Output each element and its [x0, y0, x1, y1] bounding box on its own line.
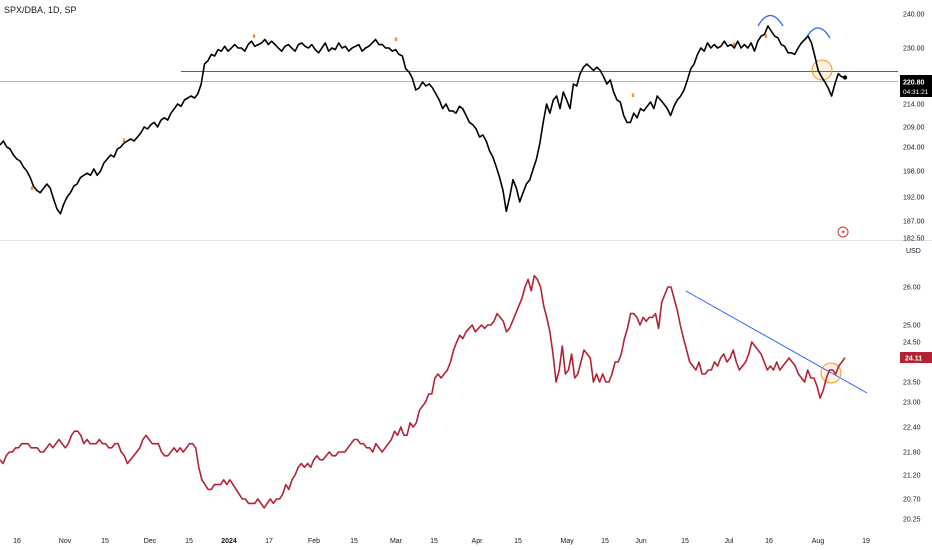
lower-series-line	[0, 274, 846, 509]
upper-countdown-text: 04:31:21	[903, 89, 929, 96]
x-axis-label: 15	[514, 538, 522, 545]
lower-axis-tick-label: 23.50	[903, 380, 921, 387]
upper-axis-tick-label: 214.00	[903, 102, 925, 109]
upper-axis-tick-label: 187.00	[903, 219, 925, 226]
x-axis-label: 19	[862, 538, 870, 545]
x-axis-label: 15	[101, 538, 109, 545]
lower-axis-tick-label: 21.80	[903, 450, 921, 457]
x-axis-label: Apr	[472, 538, 484, 545]
label-layer: 220.80 04:31:21 24.11	[900, 75, 932, 363]
x-axis-label: Jul	[725, 538, 734, 545]
event-marker	[631, 93, 635, 97]
head-arc	[757, 14, 784, 27]
x-axis-label: 15	[681, 538, 689, 545]
x-axis-label: 15	[185, 538, 193, 545]
x-axis-label: 16	[13, 538, 21, 545]
x-axis-label: Nov	[59, 538, 72, 545]
x-axis-label: Dec	[144, 538, 157, 545]
upper-axis-tick-label: 230.00	[903, 46, 925, 53]
shoulder-arc	[805, 27, 831, 39]
upper-series-last-point	[842, 75, 848, 80]
event-marker	[732, 42, 736, 46]
x-axis-label: 2024	[221, 538, 237, 545]
upper-axis-tick-label: 198.00	[903, 169, 925, 176]
resistance-trendline[interactable]	[685, 290, 868, 394]
upper-axis-tick-label: 240.00	[903, 12, 925, 19]
symbol-title: SPX/DBA, 1D, SP	[4, 5, 77, 15]
x-axis-label: Mar	[390, 538, 403, 545]
event-marker	[252, 34, 256, 38]
x-axis-label: 15	[350, 538, 358, 545]
upper-series-line	[0, 25, 846, 215]
event-marker	[764, 34, 768, 38]
lower-axis-tick-label: 22.40	[903, 425, 921, 432]
x-axis-label: Feb	[308, 538, 320, 545]
upper-axis-tick-label: 192.00	[903, 195, 925, 202]
x-axis-label: Jun	[635, 538, 646, 545]
upper-axis-tick-label: 204.00	[903, 145, 925, 152]
x-axis-label: 16	[765, 538, 773, 545]
lower-axis-tick-label: 20.70	[903, 497, 921, 504]
lower-axis-tick-label: 26.00	[903, 285, 921, 292]
x-axis-label: 17	[265, 538, 273, 545]
x-axis-label: 15	[430, 538, 438, 545]
currency-label: USD	[906, 248, 921, 255]
event-marker	[30, 186, 34, 190]
event-marker	[394, 37, 398, 41]
event-marker	[122, 138, 126, 142]
x-axis-label: May	[560, 538, 574, 545]
lightning-icon	[841, 228, 845, 236]
upper-last-value-badge	[900, 75, 932, 97]
upper-last-value-text: 220.80	[903, 80, 925, 87]
lower-axis-tick-label: 25.00	[903, 323, 921, 330]
lower-axis-tick-label: 23.00	[903, 400, 921, 407]
lower-axis-tick-label: 20.25	[903, 517, 921, 524]
upper-axis-tick-label: 182.50	[903, 236, 925, 243]
axis-layer: 240.00230.00220.00214.00209.00204.00198.…	[13, 12, 924, 546]
x-axis-label: 15	[601, 538, 609, 545]
upper-axis-tick-label: 209.00	[903, 125, 925, 132]
annotation-layer	[0, 14, 898, 394]
lower-axis-tick-label: 24.50	[903, 340, 921, 347]
lower-axis-tick-label: 21.20	[903, 473, 921, 480]
series-layer	[0, 25, 848, 509]
lower-last-value-text: 24.11	[905, 356, 922, 363]
lower-last-value-badge	[900, 352, 932, 363]
x-axis-label: Aug	[812, 538, 825, 545]
